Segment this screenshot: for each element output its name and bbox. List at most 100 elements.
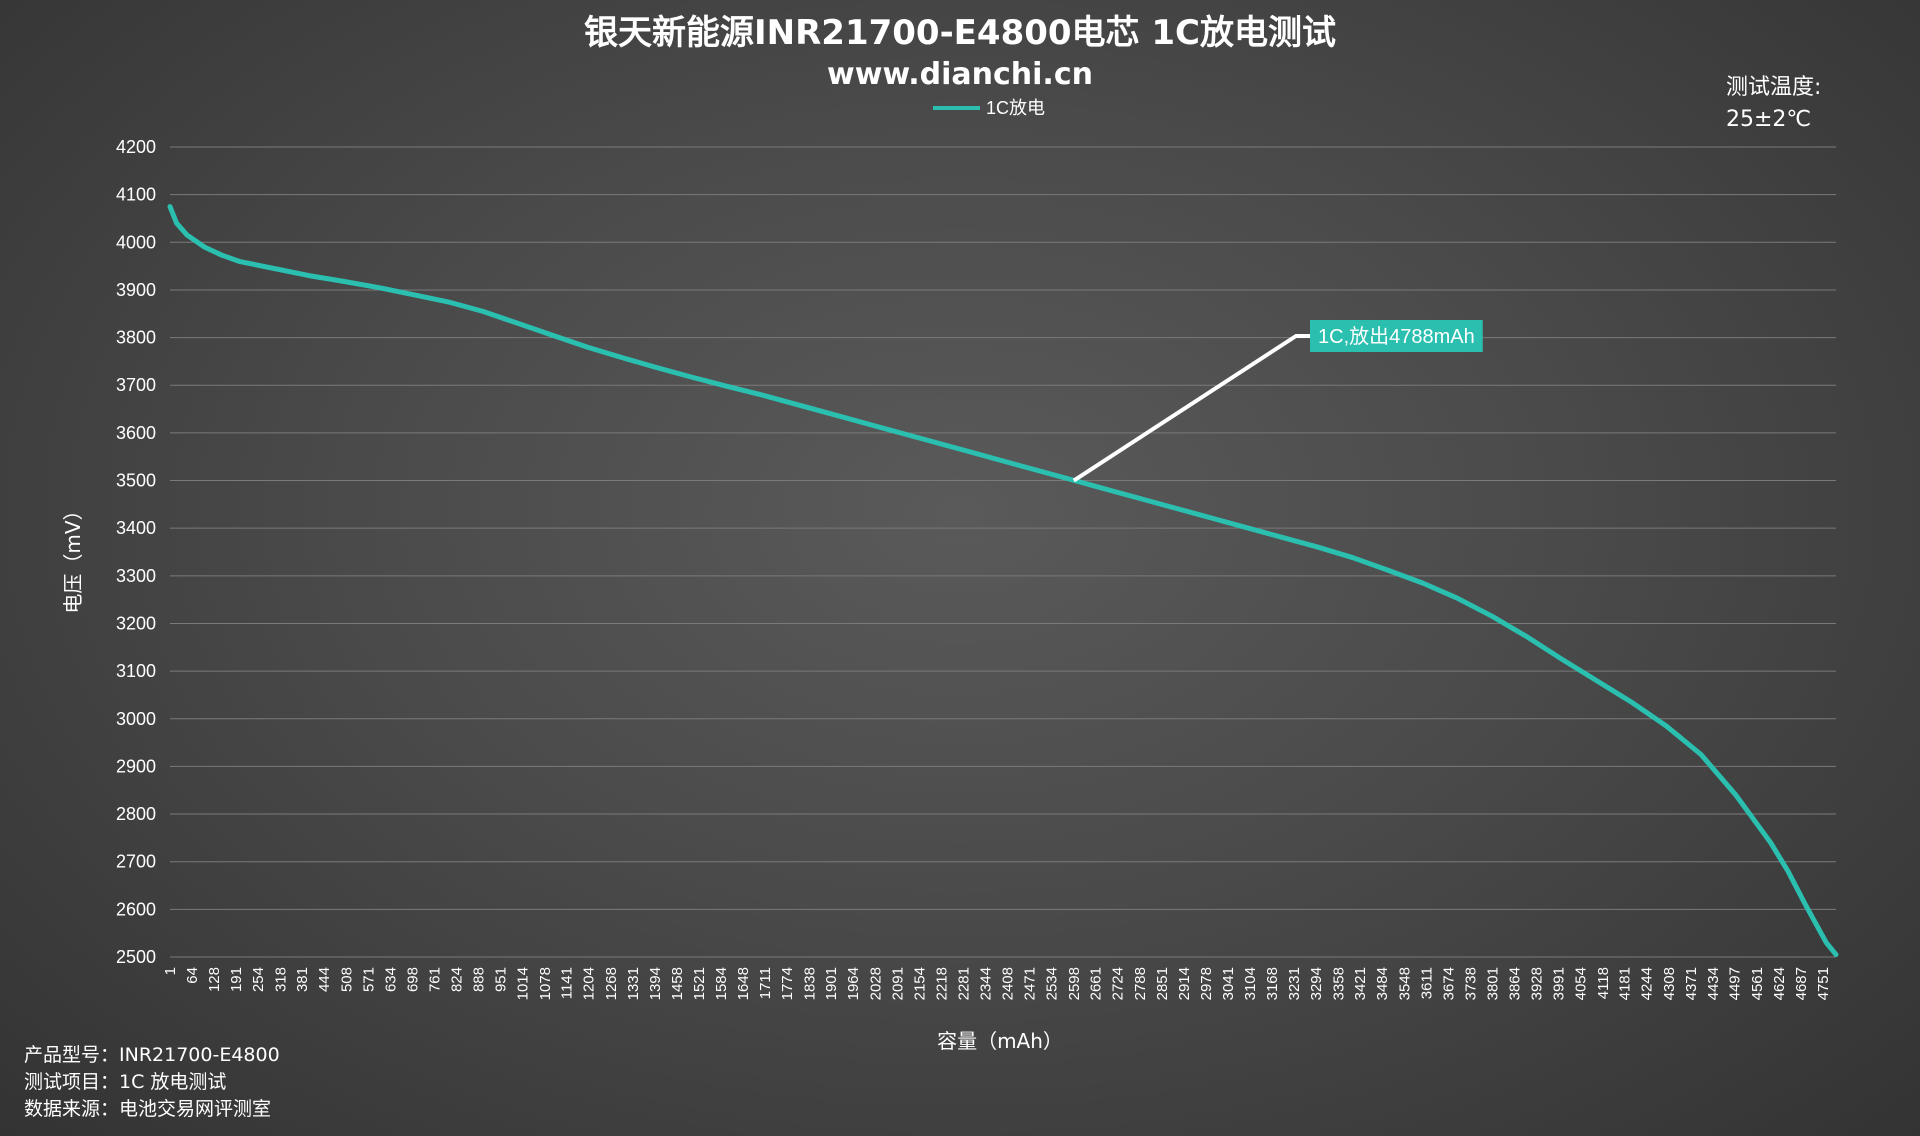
y-axis-ticks: 2500 2600 2700 2800 2900 3000 3100 3200 3300 3400…: [116, 137, 156, 967]
x-tick-label: 1964: [845, 967, 862, 1000]
x-tick-label: 3168: [1264, 967, 1281, 1000]
x-tick-label: 508: [338, 967, 355, 992]
x-tick-label: 2028: [867, 967, 884, 1000]
x-tick-label: 2851: [1154, 967, 1171, 1000]
y-tick-label: 3600: [116, 423, 156, 443]
x-tick-label: 1901: [823, 967, 840, 1000]
x-tick-label: 4561: [1749, 967, 1766, 1000]
x-tick-label: 2408: [1000, 967, 1017, 1000]
y-tick-label: 3500: [116, 471, 156, 491]
x-tick-label: 1458: [669, 967, 686, 1000]
x-tick-label: 2914: [1176, 967, 1193, 1000]
x-tick-label: 128: [206, 967, 223, 992]
x-tick-label: 1: [162, 967, 179, 975]
x-tick-label: 1141: [559, 967, 576, 999]
legend: 1C放电: [933, 98, 1045, 118]
x-tick-label: 3484: [1374, 967, 1391, 1000]
x-axis-label: 容量（mAh）: [937, 1029, 1063, 1053]
x-tick-label: 64: [184, 967, 201, 984]
x-tick-label: 2661: [1088, 967, 1105, 1000]
y-tick-label: 2900: [116, 756, 156, 776]
x-tick-label: 4118: [1595, 967, 1612, 999]
y-tick-label: 2700: [116, 852, 156, 872]
x-tick-label: 2344: [977, 967, 994, 1000]
x-tick-label: 2281: [955, 967, 972, 1000]
x-tick-label: 4497: [1727, 967, 1744, 1000]
x-tick-label: 1711: [757, 967, 774, 999]
grid: [170, 146, 1836, 958]
x-tick-label: 381: [294, 967, 311, 992]
x-tick-label: 191: [228, 967, 245, 992]
y-tick-label: 2600: [116, 899, 156, 919]
y-tick-label: 4000: [116, 232, 156, 252]
x-tick-label: 634: [382, 967, 399, 992]
x-tick-label: 3548: [1396, 967, 1413, 1000]
x-tick-label: 4181: [1617, 967, 1634, 1000]
x-tick-label: 2788: [1132, 967, 1149, 1000]
x-tick-label: 4308: [1661, 967, 1678, 1000]
annotation-box: [1310, 320, 1483, 352]
x-tick-label: 1331: [625, 967, 642, 1000]
x-tick-label: 3801: [1484, 967, 1501, 1000]
x-tick-label: 3358: [1330, 967, 1347, 1000]
x-tick-label: 3421: [1352, 967, 1369, 1000]
x-tick-label: 2978: [1198, 967, 1215, 1000]
temperature-value: 25±2℃: [1726, 107, 1811, 132]
x-tick-label: 3864: [1506, 967, 1523, 1000]
y-tick-label: 3200: [116, 613, 156, 633]
y-tick-label: 3000: [116, 709, 156, 729]
y-tick-label: 4100: [116, 185, 156, 205]
chart-title: 银天新能源INR21700-E4800电芯 1C放电测试: [584, 13, 1336, 53]
series-line-1c-discharge: [167, 204, 1839, 958]
x-tick-label: 444: [316, 967, 333, 992]
x-tick-label: 318: [272, 967, 289, 992]
data-source-note: 数据来源：电池交易网评测室: [24, 1098, 271, 1120]
x-tick-label: 1204: [581, 967, 598, 1000]
chart-subtitle: www.dianchi.cn: [827, 57, 1093, 92]
x-tick-label: 3611: [1418, 967, 1435, 999]
y-tick-label: 2500: [116, 947, 156, 967]
temperature-label: 测试温度:: [1726, 75, 1821, 100]
x-tick-label: 1584: [713, 967, 730, 1000]
x-tick-label: 951: [493, 967, 510, 992]
annotation-leader-line: [1072, 334, 1310, 483]
x-tick-label: 2534: [1044, 967, 1061, 1000]
x-tick-label: 1774: [779, 967, 796, 1000]
y-tick-label: 3800: [116, 328, 156, 348]
test-item-note: 测试项目：1C 放电测试: [24, 1071, 226, 1093]
x-tick-label: 4054: [1573, 967, 1590, 1000]
x-tick-label: 4434: [1705, 967, 1722, 1000]
y-axis-label: 电压（mV）: [61, 500, 85, 613]
legend-label: 1C放电: [986, 98, 1045, 118]
x-tick-label: 1521: [691, 967, 708, 1000]
x-tick-label: 2154: [911, 967, 928, 1000]
x-tick-label: 2598: [1066, 967, 1083, 1000]
x-tick-label: 2724: [1110, 967, 1127, 1000]
annotation-label: 1C,放出4788mAh: [1318, 325, 1475, 348]
x-tick-label: 4371: [1683, 967, 1700, 1000]
x-tick-label: 4751: [1815, 967, 1832, 1000]
x-tick-label: 888: [471, 967, 488, 992]
x-tick-label: 3104: [1242, 967, 1259, 1000]
product-model-note: 产品型号：INR21700-E4800: [24, 1044, 280, 1066]
x-tick-label: 1014: [515, 967, 532, 1000]
x-axis-ticks: 1 64 128 191 254 318 381 444 508 571 634 698 761 824 8…: [162, 967, 1832, 1000]
y-tick-label: 3100: [116, 661, 156, 681]
y-tick-label: 3900: [116, 280, 156, 300]
x-tick-label: 761: [426, 967, 443, 992]
y-tick-label: 3400: [116, 518, 156, 538]
x-tick-label: 2091: [889, 967, 906, 1000]
x-tick-label: 4687: [1793, 967, 1810, 1000]
y-tick-label: 3700: [116, 375, 156, 395]
annotation: 1C,放出4788mAh: [1072, 320, 1483, 483]
x-tick-label: 3928: [1529, 967, 1546, 1000]
x-tick-label: 1078: [537, 967, 554, 1000]
x-tick-label: 3041: [1220, 967, 1237, 1000]
x-tick-label: 3991: [1551, 967, 1568, 1000]
x-tick-label: 3294: [1308, 967, 1325, 1000]
y-tick-label: 2800: [116, 804, 156, 824]
x-tick-label: 1648: [735, 967, 752, 1000]
x-tick-label: 1838: [801, 967, 818, 1000]
x-tick-label: 254: [250, 967, 267, 992]
